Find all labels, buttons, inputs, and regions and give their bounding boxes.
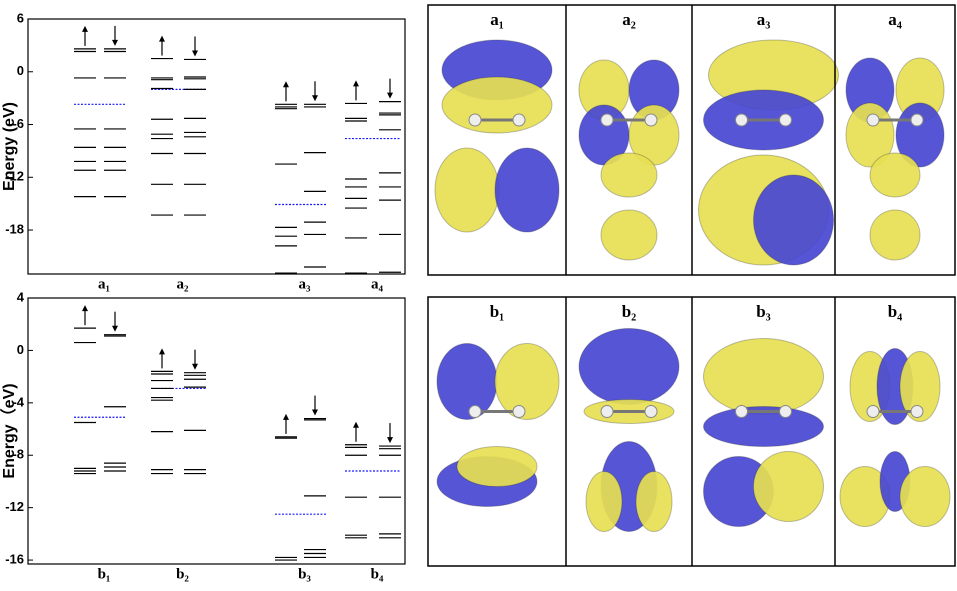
y-tick-label: -16 <box>5 552 24 567</box>
category-label: a₄ <box>371 276 384 292</box>
atom <box>469 114 481 126</box>
panel-label: b₁ <box>490 302 505 321</box>
category-label: b₄ <box>371 566 384 582</box>
orbital-lobe <box>442 77 552 133</box>
spin-arrowhead <box>159 348 165 354</box>
spin-arrowhead <box>192 50 198 56</box>
y-tick-label: 0 <box>17 342 24 357</box>
category-label: b₃ <box>298 566 311 582</box>
spin-arrowhead <box>387 437 393 443</box>
spin-arrowhead <box>283 414 289 420</box>
spin-arrowhead <box>312 95 318 101</box>
orbital-lobe <box>435 148 499 232</box>
category-label: a₂ <box>177 276 190 292</box>
orbital-lobe <box>900 467 950 527</box>
spin-arrowhead <box>283 81 289 87</box>
orbital-lobe <box>579 329 679 405</box>
plot-frame <box>28 19 405 274</box>
y-tick-label: 6 <box>17 10 24 25</box>
atom <box>736 114 748 126</box>
panel-label: b₄ <box>888 302 903 321</box>
orbital-lobe <box>754 452 824 522</box>
orbital-lobe <box>437 344 497 420</box>
orbital-lobe <box>636 472 672 532</box>
category-label: a₁ <box>98 276 110 292</box>
category-label: b₂ <box>176 566 189 582</box>
spin-arrowhead <box>353 80 359 86</box>
panel-label: a₄ <box>888 10 902 29</box>
spin-arrowhead <box>312 410 318 416</box>
atom <box>780 406 792 418</box>
orbital-lobe <box>870 210 920 260</box>
atom <box>867 406 879 418</box>
y-tick-label: 4 <box>17 289 25 304</box>
orbital-lobe <box>704 339 824 415</box>
spin-arrowhead <box>82 305 88 311</box>
y-tick-label: 0 <box>17 63 24 78</box>
category-label: a₃ <box>299 276 312 292</box>
panel-label: a₂ <box>622 10 636 29</box>
panel-label: a₁ <box>490 10 504 29</box>
orbital-lobe <box>495 148 559 232</box>
atom <box>911 114 923 126</box>
orbital-lobe <box>495 344 559 420</box>
spin-arrowhead <box>353 422 359 428</box>
orbital-lobe <box>601 210 657 260</box>
y-tick-label: -12 <box>5 499 24 514</box>
plot-frame <box>28 298 405 564</box>
atom <box>645 114 657 126</box>
y-tick-label: -18 <box>5 221 24 236</box>
orbital-panels: a₁ a₂ a₃ a₄ b₁ b₂ b₃ b₄ <box>428 5 955 566</box>
panel-label: b₂ <box>622 302 637 321</box>
orbital-lobe <box>601 153 657 197</box>
atom <box>513 114 525 126</box>
figure: a₁a₂a₃a₄b₁b₂b₃b₄ 60-6-12-18Energy (eV)a₁… <box>0 0 957 586</box>
spin-arrowhead <box>192 364 198 370</box>
spin-arrowhead <box>112 326 118 332</box>
orbital-lobe <box>754 175 834 265</box>
atom <box>645 406 657 418</box>
orbital-lobe <box>586 472 622 532</box>
panel-label: a₃ <box>757 10 771 29</box>
spin-arrowhead <box>112 40 118 46</box>
atom <box>780 114 792 126</box>
spin-arrowhead <box>387 93 393 99</box>
spin-arrowhead <box>159 36 165 42</box>
panel-label: b₃ <box>756 302 771 321</box>
atom <box>513 406 525 418</box>
atom <box>601 114 613 126</box>
spin-arrowhead <box>82 26 88 32</box>
y-axis-label: Energy (eV) <box>1 102 18 191</box>
category-label: b₁ <box>98 566 111 582</box>
y-axis-label: Energy（eV) <box>0 383 18 478</box>
atom <box>911 406 923 418</box>
orbital-lobe <box>457 447 537 487</box>
orbital-lobe <box>870 153 920 197</box>
atom <box>736 406 748 418</box>
atom <box>469 406 481 418</box>
atom <box>601 406 613 418</box>
atom <box>867 114 879 126</box>
